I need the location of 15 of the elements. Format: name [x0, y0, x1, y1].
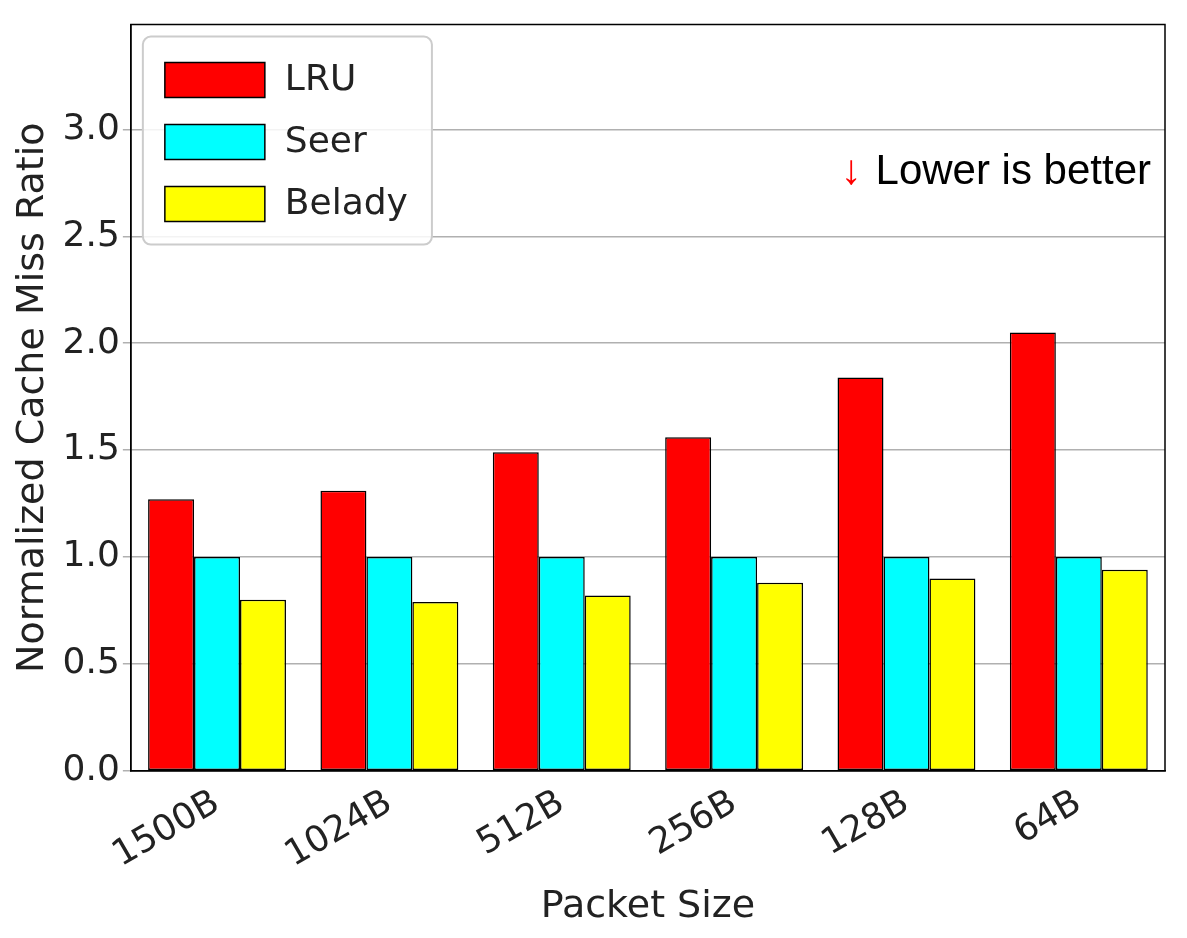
y-tick-label: 3.0	[62, 105, 120, 147]
y-tick-label: 1.5	[62, 426, 120, 468]
y-tick-label: 1.0	[62, 533, 120, 575]
x-tick-label: 64B	[1005, 780, 1088, 851]
y-tick-label: 0.5	[62, 640, 120, 682]
annotation: ↓	[840, 146, 862, 194]
y-tick-label: 0.0	[62, 747, 120, 789]
y-tick-label: 2.5	[62, 212, 120, 254]
legend-label: Belady	[284, 180, 408, 222]
legend-label: LRU	[284, 56, 357, 98]
y-axis-title: Normalized Cache Miss Ratio	[7, 122, 52, 673]
y-tick-label: 2.0	[62, 319, 120, 361]
legend-label: Seer	[284, 118, 367, 160]
annotation: Lower is better	[875, 146, 1152, 194]
x-axis-title: Packet Size	[540, 882, 756, 927]
